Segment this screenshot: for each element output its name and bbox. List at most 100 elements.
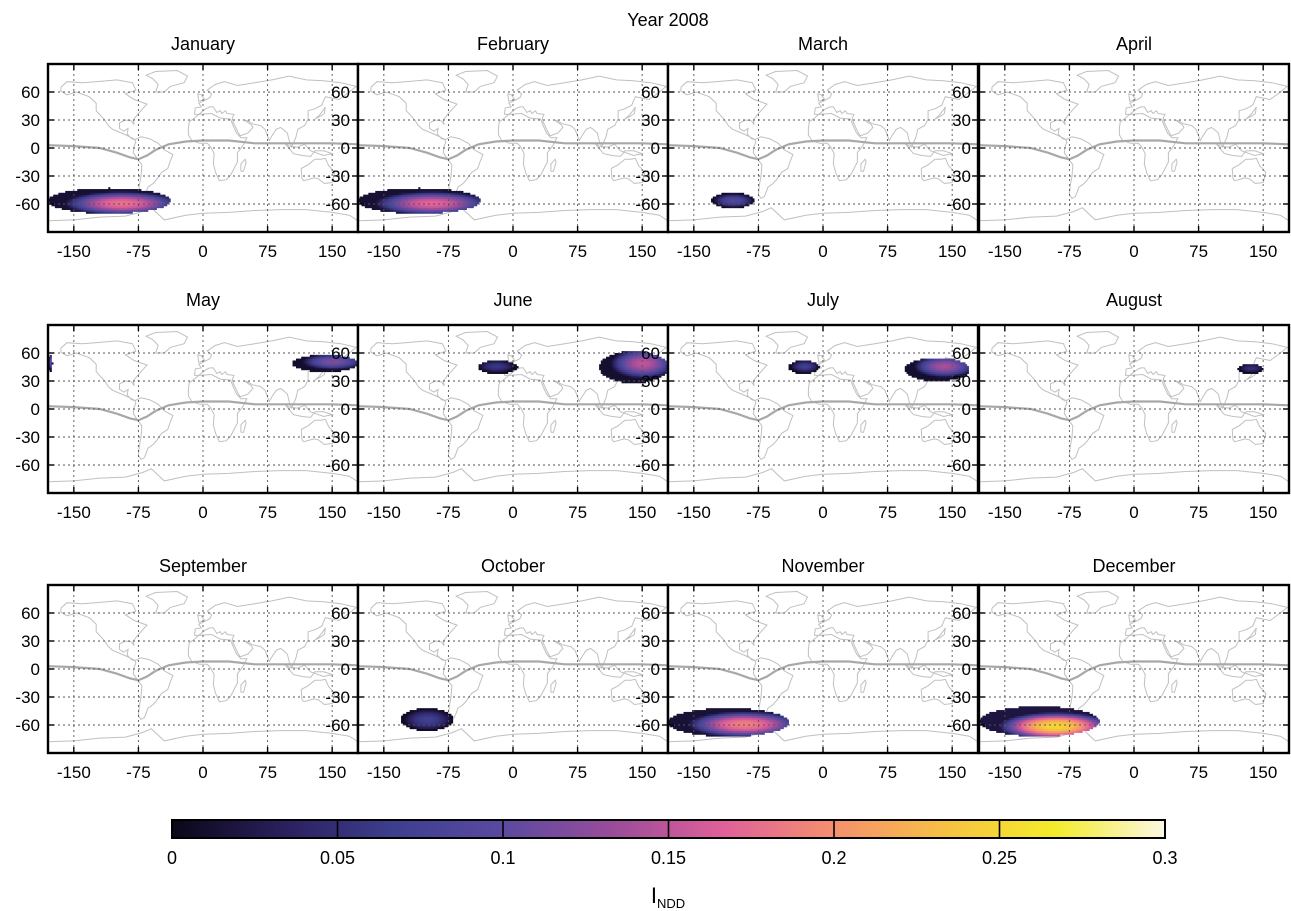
coastline [550,679,557,693]
coastline [610,678,646,706]
y-tick-label: 0 [31,400,40,419]
x-tick-label: -75 [1057,242,1082,261]
itcz-line [668,660,978,682]
coastline [610,418,646,446]
x-tick-label: 0 [818,503,827,522]
y-tick-label: -30 [635,688,660,707]
panel-title: October [481,556,545,576]
heatmap-blob [478,360,519,374]
colorbar-label: INDD [651,883,685,911]
x-tick-label: 150 [318,763,346,782]
coastline [904,142,955,157]
coastline [455,590,499,614]
coastline [1215,663,1266,678]
y-tick-label: 30 [331,632,350,651]
coastline [1124,596,1289,670]
coastline [680,79,768,141]
coastline [1171,419,1178,433]
y-tick-label: 30 [21,111,40,130]
coastline [920,157,956,185]
panel-title: December [1092,556,1175,576]
coastline [497,633,558,703]
coastline [860,419,867,433]
x-tick-label: 75 [878,763,897,782]
y-tick-label: -30 [635,428,660,447]
y-tick-label: 0 [962,400,971,419]
x-tick-label: 150 [1249,763,1277,782]
heatmap-blob [904,358,969,382]
colorbar: 0 0.05 0.1 0.15 0.2 0.25 0.3 [167,819,1178,868]
colorbar-tick-label: 0 [167,848,177,868]
x-tick-label: 150 [628,763,656,782]
coastline [370,340,458,402]
coastline [370,79,458,141]
coastline [920,678,956,706]
panel-title: November [781,556,864,576]
x-tick-label: 0 [1129,763,1138,782]
coastline [240,158,247,172]
map-panel-march: -150 -75 0 75 150 60 30 0 -30 -60 March [635,34,980,261]
y-tick-label: -30 [15,688,40,707]
y-tick-label: -30 [635,167,660,186]
x-tick-label: -75 [1057,503,1082,522]
colorbar-label-main: I [651,883,657,908]
coastline [284,663,335,678]
coastline [314,627,326,641]
colorbar-label-sub: NDD [657,896,685,911]
coastline [550,419,557,433]
x-tick-label: 0 [508,503,517,522]
y-tick-label: 60 [331,344,350,363]
y-tick-label: 30 [641,632,660,651]
map-panel-july: -150 -75 0 75 150 60 30 0 -30 -60 July [635,290,980,522]
coastline [503,596,668,670]
x-tick-label: 75 [878,242,897,261]
map-panel-october: -150 -75 0 75 150 60 30 0 -30 -60 October [325,556,670,782]
y-tick-label: -30 [325,688,350,707]
x-tick-label: -150 [367,763,401,782]
map-panel-june: -150 -75 0 75 150 60 30 0 -30 -60 June [325,290,670,522]
x-tick-label: -150 [677,503,711,522]
x-tick-label: 75 [568,242,587,261]
panel-title: April [1116,34,1152,54]
x-tick-label: -150 [988,503,1022,522]
y-tick-label: 60 [21,604,40,623]
coastline [145,69,189,93]
y-tick-label: 30 [641,111,660,130]
coastline [358,207,668,222]
coastline [813,75,978,149]
y-tick-label: -30 [946,167,971,186]
y-tick-label: 0 [962,139,971,158]
x-tick-label: -150 [677,242,711,261]
coastline [807,112,868,182]
panel-title: September [159,556,247,576]
y-tick-label: -60 [635,195,660,214]
x-tick-label: -75 [436,503,461,522]
x-tick-label: 150 [938,503,966,522]
y-tick-label: 30 [331,111,350,130]
y-tick-label: 60 [331,604,350,623]
x-tick-label: 150 [1249,503,1277,522]
y-tick-label: 0 [651,660,660,679]
coastline [1076,69,1120,93]
x-tick-label: 150 [938,242,966,261]
panel-title: May [186,290,220,310]
x-tick-label: -75 [746,763,771,782]
y-tick-label: -30 [15,428,40,447]
coastline [358,468,668,483]
coastline [60,600,148,662]
map-panel-april: -150 -75 0 75 150 60 30 0 -30 -60 April [946,34,1291,261]
heatmap-blob [788,360,820,374]
coastline [455,69,499,93]
coastline [624,627,636,641]
x-tick-label: -150 [988,242,1022,261]
y-tick-label: 30 [331,372,350,391]
coastline [1245,106,1257,120]
x-tick-label: -150 [57,503,91,522]
coastline [48,728,358,743]
x-tick-label: 0 [1129,503,1138,522]
x-tick-label: 75 [1189,242,1208,261]
heatmap-blob [401,708,454,731]
coastline [1076,330,1120,354]
y-tick-label: -60 [325,456,350,475]
